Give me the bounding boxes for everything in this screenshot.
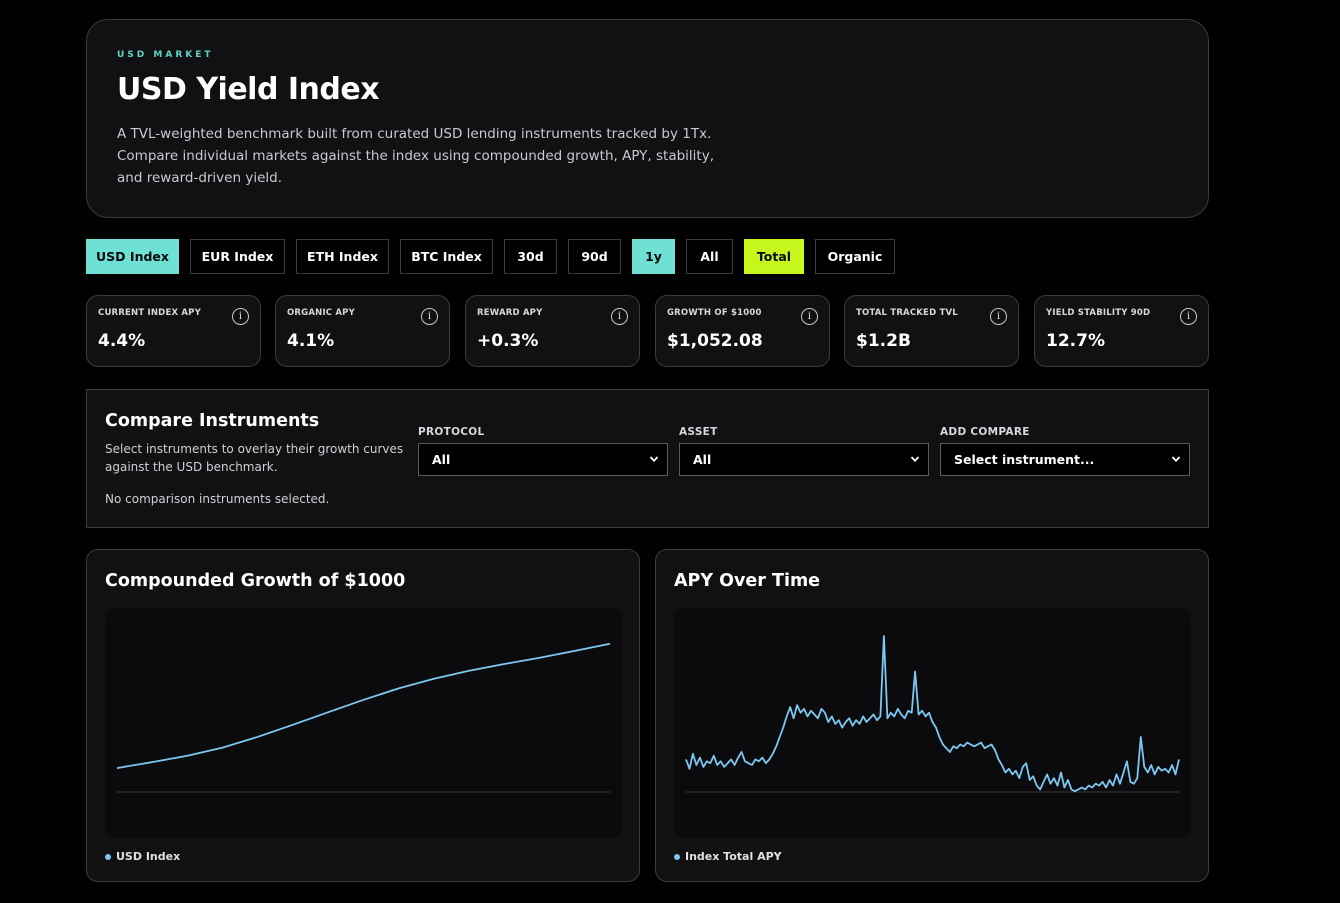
page-title: USD Yield Index (117, 72, 380, 107)
stat-value: 4.4% (98, 331, 146, 351)
stat-reward-apy: REWARD APY +0.3% i (465, 295, 640, 367)
hero-panel: USD MARKET USD Yield Index A TVL-weighte… (86, 19, 1209, 218)
eth-index-button[interactable]: ETH Index (296, 239, 389, 274)
usd-index-button[interactable]: USD Index (86, 239, 179, 274)
stat-value: $1.2B (856, 331, 911, 351)
chart-title: Compounded Growth of $1000 (105, 571, 406, 591)
legend-label: USD Index (116, 850, 181, 863)
btc-index-button[interactable]: BTC Index (400, 239, 493, 274)
asset-select[interactable]: All (679, 443, 929, 476)
eur-index-button[interactable]: EUR Index (190, 239, 285, 274)
legend-swatch (105, 853, 111, 860)
legend-swatch (674, 853, 680, 860)
series-line (116, 642, 611, 769)
protocol-select-value: All (432, 452, 451, 467)
chevron-down-icon (1171, 456, 1181, 463)
series-line (685, 635, 1180, 793)
protocol-label: PROTOCOL (418, 426, 485, 438)
stat-label: ORGANIC APY (287, 308, 355, 318)
asset-select-value: All (693, 452, 712, 467)
add-compare-select-value: Select instrument... (954, 452, 1095, 467)
stat-label: GROWTH OF $1000 (667, 308, 762, 318)
stat-label: REWARD APY (477, 308, 543, 318)
growth-plot-area (105, 608, 622, 838)
stat-value: 12.7% (1046, 331, 1105, 351)
range-all-button[interactable]: All (686, 239, 733, 274)
apy-chart-card: APY Over Time Index Total APY (655, 549, 1209, 882)
market-eyebrow: USD MARKET (117, 50, 214, 60)
stat-yield-stability: YIELD STABILITY 90D 12.7% i (1034, 295, 1209, 367)
compare-empty-state: No comparison instruments selected. (105, 492, 330, 506)
stat-organic-apy: ORGANIC APY 4.1% i (275, 295, 450, 367)
stat-label: TOTAL TRACKED TVL (856, 308, 958, 318)
asset-label: ASSET (679, 426, 718, 438)
stat-label: CURRENT INDEX APY (98, 308, 201, 318)
total-mode-button[interactable]: Total (744, 239, 804, 274)
stat-value: +0.3% (477, 331, 539, 351)
chart-legend: Index Total APY (674, 850, 782, 863)
chevron-down-icon (649, 456, 659, 463)
range-30d-button[interactable]: 30d (504, 239, 557, 274)
info-icon[interactable]: i (611, 308, 628, 325)
chart-legend: USD Index (105, 850, 180, 863)
chart-title: APY Over Time (674, 571, 821, 591)
range-1y-button[interactable]: 1y (632, 239, 675, 274)
apy-plot-area (674, 608, 1191, 838)
compare-title: Compare Instruments (105, 411, 320, 431)
protocol-select[interactable]: All (418, 443, 668, 476)
add-compare-select[interactable]: Select instrument... (940, 443, 1190, 476)
chevron-down-icon (910, 456, 920, 463)
compare-instruments-panel: Compare Instruments Select instruments t… (86, 389, 1209, 528)
info-icon[interactable]: i (1180, 308, 1197, 325)
info-icon[interactable]: i (990, 308, 1007, 325)
growth-chart-card: Compounded Growth of $1000 USD Index (86, 549, 640, 882)
stat-label: YIELD STABILITY 90D (1046, 308, 1151, 318)
compare-description: Select instruments to overlay their grow… (105, 442, 404, 474)
organic-mode-button[interactable]: Organic (815, 239, 895, 274)
info-icon[interactable]: i (421, 308, 438, 325)
stat-total-tracked-tvl: TOTAL TRACKED TVL $1.2B i (844, 295, 1019, 367)
legend-label: Index Total APY (685, 850, 782, 863)
range-90d-button[interactable]: 90d (568, 239, 621, 274)
page-description: A TVL-weighted benchmark built from cura… (117, 126, 715, 186)
stat-value: 4.1% (287, 331, 335, 351)
growth-chart (116, 642, 611, 793)
stat-value: $1,052.08 (667, 331, 763, 351)
add-compare-label: ADD COMPARE (940, 426, 1030, 438)
apy-chart (685, 635, 1180, 793)
info-icon[interactable]: i (801, 308, 818, 325)
stat-growth-of-1000: GROWTH OF $1000 $1,052.08 i (655, 295, 830, 367)
info-icon[interactable]: i (232, 308, 249, 325)
stat-current-index-apy: CURRENT INDEX APY 4.4% i (86, 295, 261, 367)
